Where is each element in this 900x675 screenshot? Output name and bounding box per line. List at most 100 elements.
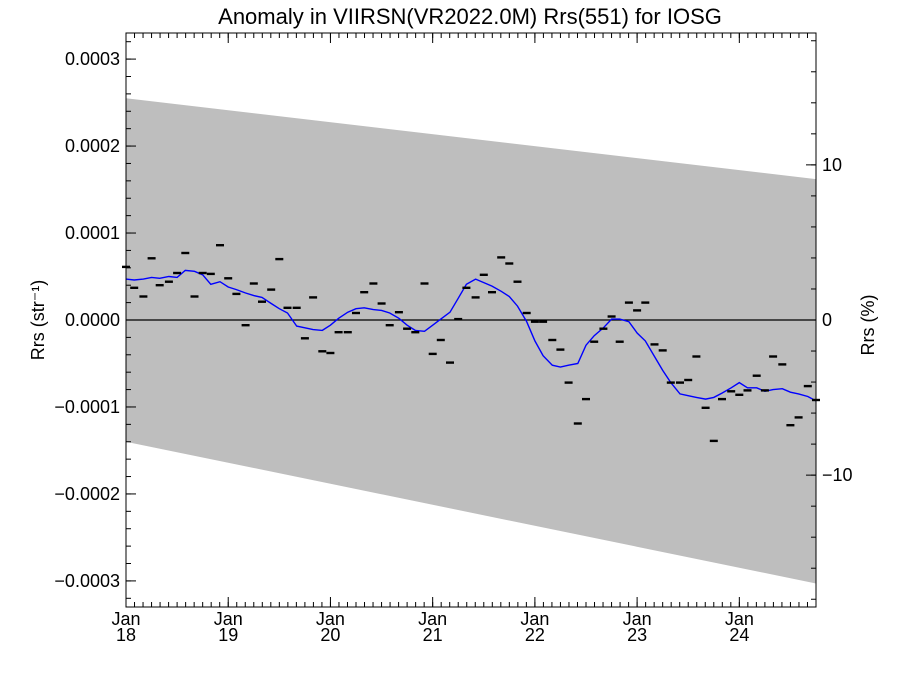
data-point [522,311,531,315]
data-point [573,422,582,425]
data-point [232,292,241,296]
data-point [513,280,522,283]
data-point [300,337,309,340]
data-point [206,272,215,276]
data-point [760,389,769,392]
y-axis-label-right: Rrs (%) [858,295,878,356]
data-point [190,295,199,298]
data-point [283,306,292,309]
data-point [428,352,437,356]
data-point [564,381,573,384]
data-point [803,384,812,388]
data-point [241,324,250,327]
y-tick-label-left: 0.0002 [65,136,120,156]
x-tick-label-year: 20 [320,625,340,645]
y-tick-label-left: 0.0003 [65,49,120,69]
x-tick-label-year: 21 [423,625,443,645]
data-point [249,282,258,285]
data-point [624,301,633,304]
smoothed-series-line [125,269,817,402]
data-point [479,273,488,276]
data-point [420,282,429,285]
data-point [394,311,403,314]
data-point [360,291,369,294]
data-point [599,327,608,330]
uncertainty-band-layer [126,98,816,584]
data-point [650,343,659,346]
y-tick-label-left: −0.0002 [54,484,120,504]
x-tick-label-month: Jan [111,609,140,629]
chart-title: Anomaly in VIIRSN(VR2022.0M) Rrs(551) fo… [218,4,722,29]
data-point [352,311,360,315]
data-point [548,338,557,342]
data-point [743,389,752,392]
data-point [292,306,301,309]
data-point [369,282,378,285]
data-point [641,301,650,304]
y-tick-label-left: −0.0003 [54,571,120,591]
data-point [718,397,726,401]
data-point [752,374,761,377]
x-tick-label-month: Jan [725,609,754,629]
x-tick-label-year: 24 [729,625,749,645]
y-tick-label-right: 10 [822,155,842,175]
y-tick-label-left: 0.0001 [65,223,120,243]
data-point [377,302,386,305]
data-point [343,331,352,334]
data-point [258,300,266,303]
data-point [666,381,675,384]
x-tick-label-month: Jan [623,609,652,629]
data-point [676,381,684,384]
data-point [147,257,156,260]
data-point [727,390,736,393]
y-tick-label-right: −10 [822,465,853,485]
smoothed-line-layer [125,269,817,402]
data-point [139,295,148,298]
data-point [658,349,667,352]
data-point [334,331,343,334]
x-tick-label-month: Jan [418,609,447,629]
data-point [505,262,514,265]
data-point [786,424,795,427]
y-tick-label-left: 0.0000 [65,310,120,330]
data-point [436,338,445,342]
data-point [488,291,496,294]
data-point [530,320,539,323]
x-tick-label-month: Jan [316,609,345,629]
data-point [539,320,548,323]
data-point [633,309,642,312]
data-point [590,340,599,343]
data-point [411,331,420,334]
data-point [794,416,803,419]
data-point [709,439,718,443]
y-tick-label-left: −0.0001 [54,397,120,417]
data-point [462,286,471,289]
x-tick-label-month: Jan [214,609,243,629]
data-point [164,280,173,283]
data-point [326,351,335,355]
data-point [224,277,233,280]
data-point [778,363,787,366]
x-tick-label-month: Jan [520,609,549,629]
data-point [684,378,693,382]
data-point [181,251,190,255]
x-tick-label-year: 18 [116,625,136,645]
y-tick-label-right: 0 [822,310,832,330]
data-point [403,327,412,330]
y-axis-label-left: Rrs (str⁻¹) [28,280,48,360]
uncertainty-band [126,98,816,584]
data-point [267,288,276,291]
data-point [155,284,164,287]
data-point [471,296,480,299]
data-point [309,296,318,299]
data-point [198,271,207,275]
data-point [769,355,778,358]
data-point [615,340,624,343]
axes-layer: 0.0003 0.0002 0.0001 0.0000 −0.0001 −0.0002 −0… [54,32,853,645]
data-point [454,317,463,321]
data-point [497,256,506,259]
data-point [692,355,701,358]
x-tick-label-year: 22 [525,625,545,645]
data-point [701,406,710,409]
